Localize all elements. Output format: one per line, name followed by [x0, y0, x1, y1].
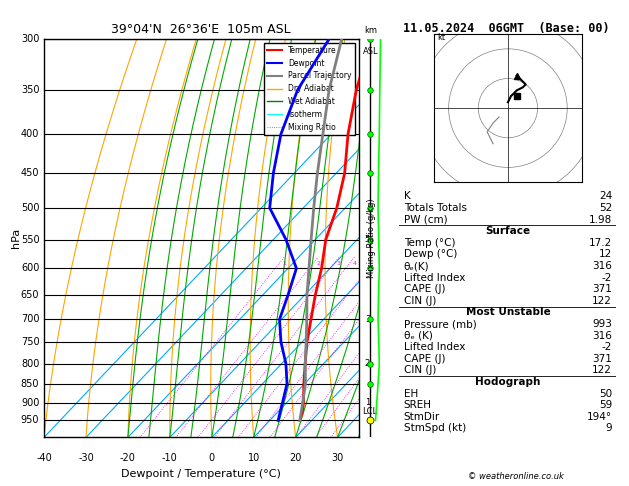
- Text: 1.98: 1.98: [589, 215, 612, 225]
- Text: -10: -10: [162, 453, 178, 463]
- Text: 316: 316: [593, 330, 612, 341]
- Text: Temp (°C): Temp (°C): [404, 238, 455, 248]
- Text: 800: 800: [21, 359, 39, 368]
- Text: θₑ (K): θₑ (K): [404, 330, 433, 341]
- Text: LCL: LCL: [362, 407, 377, 416]
- Text: 3: 3: [365, 315, 370, 324]
- Text: 450: 450: [21, 168, 39, 178]
- Text: km: km: [365, 26, 377, 35]
- Text: -40: -40: [36, 453, 52, 463]
- Text: PW (cm): PW (cm): [404, 215, 447, 225]
- Title: 39°04'N  26°36'E  105m ASL: 39°04'N 26°36'E 105m ASL: [111, 23, 291, 36]
- Text: © weatheronline.co.uk: © weatheronline.co.uk: [468, 472, 564, 481]
- Text: 750: 750: [21, 337, 39, 347]
- Text: 550: 550: [21, 235, 39, 244]
- Text: 2: 2: [316, 261, 320, 266]
- Text: -2: -2: [602, 273, 612, 283]
- Text: 9: 9: [606, 423, 612, 434]
- Text: 650: 650: [21, 290, 39, 300]
- Text: 400: 400: [21, 129, 39, 139]
- Text: Dewpoint / Temperature (°C): Dewpoint / Temperature (°C): [121, 469, 281, 479]
- Text: Lifted Index: Lifted Index: [404, 273, 465, 283]
- Text: Dewp (°C): Dewp (°C): [404, 249, 457, 260]
- Text: -20: -20: [120, 453, 136, 463]
- Text: 371: 371: [593, 284, 612, 295]
- Text: 316: 316: [593, 261, 612, 271]
- Text: 950: 950: [21, 416, 39, 425]
- Text: hPa: hPa: [11, 228, 21, 248]
- Text: 900: 900: [21, 398, 39, 408]
- Text: 300: 300: [21, 34, 39, 44]
- Text: Pressure (mb): Pressure (mb): [404, 319, 477, 329]
- Text: -30: -30: [78, 453, 94, 463]
- Text: 0: 0: [209, 453, 215, 463]
- Text: 4: 4: [352, 261, 357, 266]
- Text: 122: 122: [593, 296, 612, 306]
- Text: 17.2: 17.2: [589, 238, 612, 248]
- Text: Mixing Ratio (g/kg): Mixing Ratio (g/kg): [367, 198, 376, 278]
- Text: EH: EH: [404, 389, 418, 399]
- Text: 30: 30: [331, 453, 343, 463]
- Text: 600: 600: [21, 263, 39, 273]
- Text: -2: -2: [602, 342, 612, 352]
- Text: θₑ(K): θₑ(K): [404, 261, 430, 271]
- Text: CAPE (J): CAPE (J): [404, 284, 445, 295]
- Text: Totals Totals: Totals Totals: [404, 203, 467, 213]
- Text: StmDir: StmDir: [404, 412, 440, 422]
- Text: 371: 371: [593, 354, 612, 364]
- Text: kt: kt: [437, 33, 445, 42]
- Text: 11.05.2024  06GMT  (Base: 00): 11.05.2024 06GMT (Base: 00): [403, 22, 610, 35]
- Text: CIN (J): CIN (J): [404, 365, 436, 376]
- Text: 52: 52: [599, 203, 612, 213]
- Text: StmSpd (kt): StmSpd (kt): [404, 423, 466, 434]
- Text: 10: 10: [248, 453, 260, 463]
- Text: 122: 122: [593, 365, 612, 376]
- Text: 500: 500: [21, 203, 39, 213]
- Text: 850: 850: [21, 379, 39, 389]
- Text: 5: 5: [365, 235, 370, 244]
- Text: 59: 59: [599, 400, 612, 410]
- Text: CAPE (J): CAPE (J): [404, 354, 445, 364]
- Text: ASL: ASL: [364, 47, 379, 56]
- Text: 1: 1: [282, 261, 286, 266]
- Text: Surface: Surface: [486, 226, 530, 236]
- Text: Hodograph: Hodograph: [476, 377, 540, 387]
- Text: 2: 2: [365, 359, 370, 368]
- Text: Most Unstable: Most Unstable: [465, 308, 550, 317]
- Text: 194°: 194°: [587, 412, 612, 422]
- Text: 700: 700: [21, 314, 39, 324]
- Text: 12: 12: [599, 249, 612, 260]
- Text: Lifted Index: Lifted Index: [404, 342, 465, 352]
- Text: 993: 993: [593, 319, 612, 329]
- Text: 20: 20: [289, 453, 302, 463]
- Text: 350: 350: [21, 85, 39, 95]
- Text: 1: 1: [365, 398, 370, 407]
- Text: 50: 50: [599, 389, 612, 399]
- Text: 24: 24: [599, 191, 612, 202]
- Text: K: K: [404, 191, 411, 202]
- Text: 3: 3: [337, 261, 341, 266]
- Text: SREH: SREH: [404, 400, 431, 410]
- Text: CIN (J): CIN (J): [404, 296, 436, 306]
- Legend: Temperature, Dewpoint, Parcel Trajectory, Dry Adiabat, Wet Adiabat, Isotherm, Mi: Temperature, Dewpoint, Parcel Trajectory…: [264, 43, 355, 135]
